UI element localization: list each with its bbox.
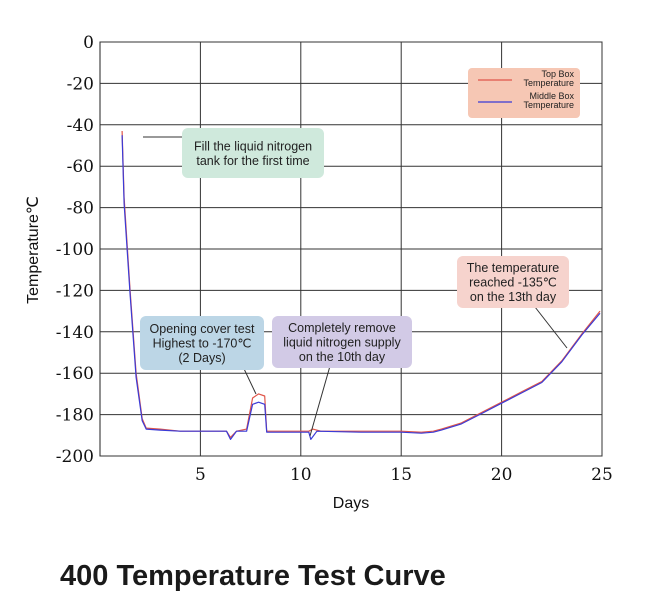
- y-tick-label: -40: [67, 116, 94, 136]
- y-tick-label: -60: [67, 157, 94, 177]
- y-axis-label: Temperature℃: [25, 196, 42, 304]
- y-tick-label: -80: [67, 199, 94, 219]
- x-tick-label: 25: [591, 465, 613, 485]
- annotation-box: [457, 256, 569, 308]
- x-tick-label: 10: [290, 465, 312, 485]
- annotation-leader-line: [534, 306, 568, 349]
- x-tick-label: 5: [195, 465, 206, 485]
- legend-item: Top Box Temperature: [478, 69, 574, 88]
- y-tick-label: -140: [56, 323, 94, 343]
- y-tick-label: -160: [56, 364, 94, 384]
- annotation-text: on the 10th day: [299, 350, 386, 364]
- annotation-text: The temperature: [467, 261, 559, 275]
- annotation-text: on the 13th day: [470, 290, 557, 304]
- series-line-top-box: [121, 130, 601, 438]
- y-tick-label: -200: [56, 447, 94, 467]
- x-axis-label: Days: [333, 495, 369, 512]
- chart-title: 400 Temperature Test Curve: [60, 560, 446, 592]
- legend-label: Middle Box Temperature: [523, 91, 574, 110]
- y-tick-label: -20: [67, 74, 94, 94]
- series-layer: [121, 130, 601, 440]
- annotation-box: [272, 316, 412, 368]
- annotation-text: Fill the liquid nitrogen: [194, 139, 312, 153]
- y-axis-ticks: 0 -20 -40 -60 -80 -100 -120 -140 -160 -180 -200: [56, 33, 94, 467]
- x-tick-label: 15: [390, 465, 412, 485]
- series-line-middle-box: [121, 135, 601, 440]
- y-tick-label: 0: [83, 33, 94, 53]
- annotation-text: (2 Days): [178, 351, 225, 365]
- annotation-leader-line: [309, 365, 331, 437]
- legend-label: Top Box Temperature: [523, 69, 574, 88]
- y-tick-label: -100: [56, 240, 94, 260]
- x-tick-label: 20: [491, 465, 513, 485]
- annotation-box: [182, 128, 324, 178]
- y-tick-label: -180: [56, 406, 94, 426]
- legend-item: Middle Box Temperature: [478, 91, 574, 110]
- annotation-text: tank for the first time: [196, 154, 309, 168]
- y-tick-label: -120: [56, 281, 94, 301]
- annotation-text: Opening cover test: [150, 322, 255, 336]
- annotation-text: reached -135℃: [469, 276, 557, 290]
- annotation-text: Highest to -170℃: [153, 337, 252, 351]
- x-axis-ticks: 5 10 15 20 25: [195, 465, 613, 485]
- temperature-chart: 0 -20 -40 -60 -80 -100 -120 -140 -160 -180 -200 5 1…: [25, 33, 613, 512]
- annotation-text: liquid nitrogen supply: [283, 336, 401, 350]
- legend: Top Box Temperature Middle Box Temperature: [468, 68, 580, 118]
- annotation-box: [140, 316, 264, 370]
- annotation-text: Completely remove: [288, 321, 396, 335]
